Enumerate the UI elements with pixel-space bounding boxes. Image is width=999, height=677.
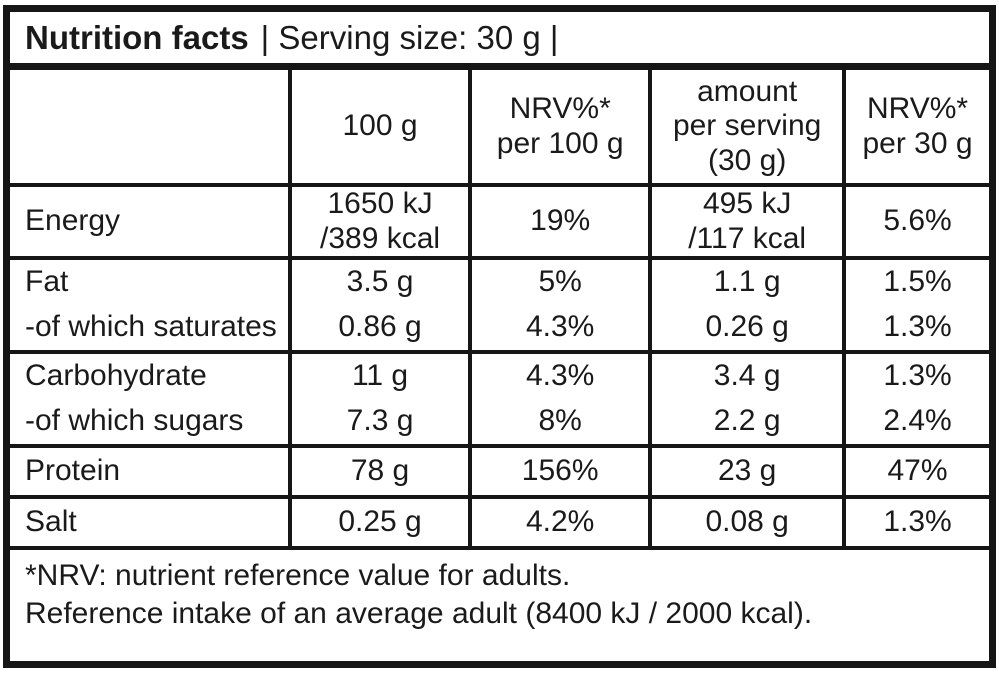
footnote: *NRV: nutrient reference value for adult… (10, 550, 989, 661)
nutrient-row-protein: Protein 78 g 156% 23 g 47% (10, 446, 989, 499)
value-per-100g: 1650 kJ /389 kcal (287, 185, 471, 260)
nutrition-table: 100 g NRV%* per 100 g amount per serving… (10, 70, 989, 550)
nutrient-label: -of which sugars (10, 399, 290, 448)
col-header-blank (10, 70, 290, 187)
nrv-per-100g: 156% (468, 446, 651, 499)
nutrient-row-energy: Energy 1650 kJ /389 kcal 19% 495 kJ /117… (10, 185, 989, 260)
value-per-serving: 23 g (648, 446, 845, 499)
nrv-per-100g: 8% (468, 399, 651, 448)
nutrient-row-fat: Fat 3.5 g 5% 1.1 g 1.5% (10, 258, 989, 305)
nrv-per-30g: 5.6% (842, 185, 989, 260)
footnote-line-reference-intake: Reference intake of an average adult (84… (25, 596, 813, 630)
value-per-serving: 3.4 g (648, 352, 845, 399)
nutrient-row-saturates: -of which saturates 0.86 g 4.3% 0.26 g 1… (10, 305, 989, 354)
value-per-100g: 7.3 g (287, 399, 471, 448)
nutrient-label: Fat (25, 265, 69, 299)
value-per-100g: 0.25 g (287, 497, 471, 550)
serving-size-text: | Serving size: 30 g | (260, 18, 559, 56)
nutrient-label: -of which saturates (10, 305, 290, 354)
label-title-bar: Nutrition facts | Serving size: 30 g | (10, 12, 989, 70)
nrv-per-30g: 2.4% (842, 399, 989, 448)
nrv-per-100g: 4.3% (468, 352, 651, 399)
nrv-per-30g: 47% (842, 446, 989, 499)
nutrient-label: Protein (10, 446, 290, 499)
col-header-100g: 100 g (287, 70, 471, 187)
nutrient-label: Energy (10, 185, 290, 260)
nutrient-row-carbohydrate: Carbohydrate 11 g 4.3% 3.4 g 1.3% (10, 352, 989, 399)
value-per-100g: 11 g (287, 352, 471, 399)
value-per-100g: 0.86 g (287, 305, 471, 354)
footnote-line-nrv: *NRV: nutrient reference value for adult… (25, 559, 571, 592)
nrv-per-100g: 19% (468, 185, 651, 260)
nrv-per-100g: 5% (468, 258, 651, 305)
value-per-serving: 2.2 g (648, 399, 845, 448)
label-title: Nutrition facts (25, 18, 249, 56)
value-per-serving: 495 kJ /117 kcal (648, 185, 845, 260)
nrv-per-100g: 4.3% (468, 305, 651, 354)
nrv-per-100g: 4.2% (468, 497, 651, 550)
nrv-per-30g: 1.3% (842, 497, 989, 550)
nrv-per-30g: 1.3% (842, 352, 989, 399)
value-per-100g: 3.5 g (287, 258, 471, 305)
nutrient-label: Carbohydrate (25, 359, 207, 393)
nutrition-facts-label: Nutrition facts | Serving size: 30 g | 1… (3, 5, 996, 668)
nrv-per-30g: 1.5% (842, 258, 989, 305)
value-per-100g: 78 g (287, 446, 471, 499)
column-header-row: 100 g NRV%* per 100 g amount per serving… (10, 70, 989, 187)
nrv-per-30g: 1.3% (842, 305, 989, 354)
value-per-serving: 0.26 g (648, 305, 845, 354)
nutrient-row-salt: Salt 0.25 g 4.2% 0.08 g 1.3% (10, 497, 989, 550)
col-header-nrv-per-30g: NRV%* per 30 g (842, 70, 989, 187)
value-per-serving: 0.08 g (648, 497, 845, 550)
nutrient-row-sugars: -of which sugars 7.3 g 8% 2.2 g 2.4% (10, 399, 989, 448)
nutrient-label: Salt (10, 497, 290, 550)
value-per-serving: 1.1 g (648, 258, 845, 305)
col-header-nrv-per-100g: NRV%* per 100 g (468, 70, 651, 187)
col-header-amount-per-serving: amount per serving (30 g) (648, 70, 845, 187)
